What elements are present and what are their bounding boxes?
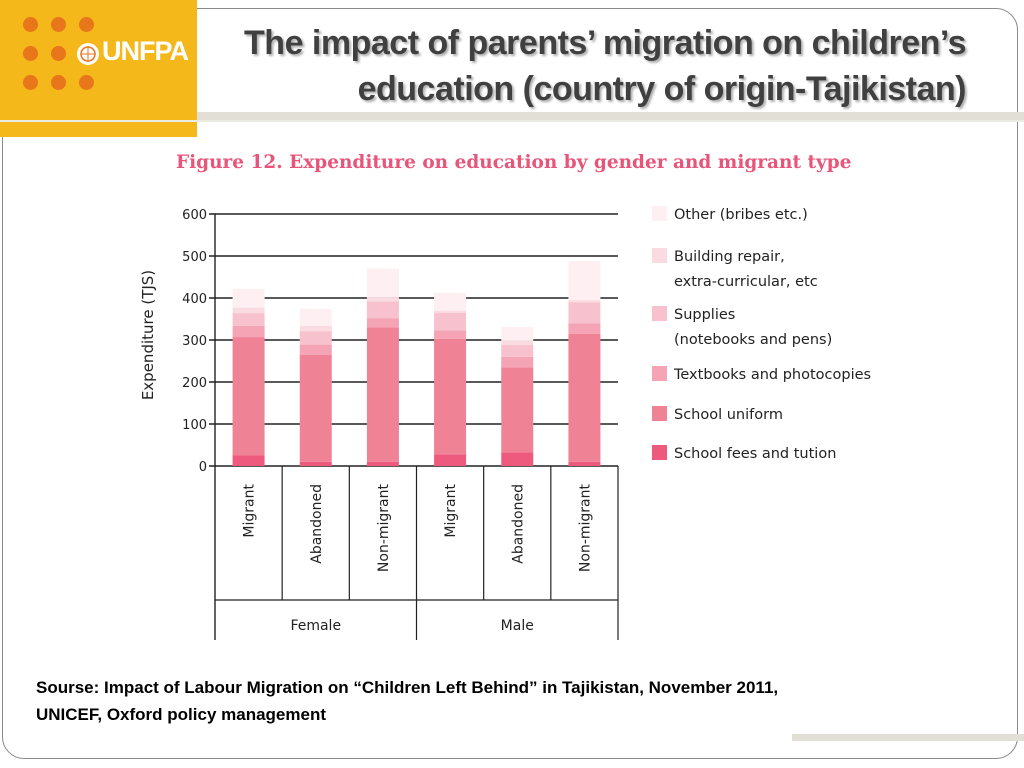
source-line-2: UNICEF, Oxford policy management [36,705,326,724]
logo-dot [23,75,38,90]
bar-segment [366,297,399,302]
logo-text: UNFPA [102,36,189,66]
bar-segment [501,345,534,357]
x-category-label: Non-migrant [577,483,593,572]
logo-dot [79,17,94,32]
bars [232,261,601,466]
bar-segment [366,268,399,298]
bar-segment [299,354,332,462]
bar-segment [232,325,265,338]
legend-label: School fees and tution [674,446,836,462]
bar-segment [501,326,534,341]
unfpa-logo: UNFPA [0,0,197,137]
bar-segment [299,344,332,355]
title-line-2: education (country of origin-Tajikistan) [357,70,967,108]
legend-label: Other (bribes etc.) [674,207,808,223]
bar-segment [299,461,332,466]
source-note: Sourse: Impact of Labour Migration on “C… [36,674,936,728]
bar-segment [299,331,332,345]
legend-label: Building repair, [674,249,785,265]
logo-dot [51,17,66,32]
bar-segment [366,318,399,328]
bar-segment [434,338,467,455]
y-axis: 600 500 400 300 200 100 0 [182,208,216,640]
bar-segment [299,308,332,326]
bar-segment [366,301,399,319]
footer-rule [792,734,1024,741]
group-label: Male [501,618,534,634]
bar-segment [434,310,467,313]
bar-segment [366,327,399,462]
bar-segment [232,288,265,308]
bar-segment [501,367,534,453]
bar-segment [568,302,601,324]
legend-label: Textbooks and photocopies [673,367,871,383]
logo-dot [51,75,66,90]
bar-segment [568,261,601,301]
header-rule-thin [0,120,1024,122]
legend-swatch [652,406,667,421]
y-tick-label: 300 [182,334,207,349]
legend-label: (notebooks and pens) [674,332,832,348]
logo-dot [23,17,38,32]
gridlines [209,213,618,467]
y-tick-label: 100 [182,418,207,433]
bar-segment [501,340,534,346]
bar-segment [568,461,601,466]
bar-segment [501,452,534,466]
x-category-label: Non-migrant [376,483,392,572]
figure-title: Figure 12. Expenditure on education by g… [176,152,852,173]
legend-label: Supplies [674,307,735,323]
header-rule [197,112,1024,120]
y-tick-label: 200 [182,376,207,391]
logo-dot [23,46,38,61]
legend-swatch [652,206,667,221]
bar-segment [568,323,601,334]
x-category-label: Migrant [443,483,459,537]
y-axis-label: Expenditure (TJS) [139,270,157,400]
x-category-label: Abandoned [309,484,325,564]
bar-segment [232,307,265,314]
bar-segment [501,356,534,368]
y-tick-label: 600 [182,208,207,223]
bar-segment [434,454,467,466]
y-tick-label: 0 [199,460,207,475]
slide-title: The impact of parents’ migration on chil… [226,20,966,112]
x-category-label: Migrant [242,483,258,537]
bar-segment [434,330,467,339]
bar-segment [568,333,601,462]
legend-swatch [652,366,667,381]
un-emblem-icon [77,43,99,65]
x-category-label: Abandoned [510,484,526,564]
y-tick-label: 500 [182,250,207,265]
x-axis: Migrant Abandoned Non-migrant Migrant Abando… [215,466,619,640]
bar-segment [434,292,467,311]
bar-segment [568,300,601,303]
group-label: Female [290,618,341,634]
title-line-1: The impact of parents’ migration on chil… [244,24,966,62]
y-tick-label: 400 [182,292,207,307]
bar-segment [232,313,265,326]
source-line-1: Sourse: Impact of Labour Migration on “C… [36,678,779,697]
legend-swatch [652,445,667,460]
bar-segment [232,455,265,466]
legend-swatch [652,248,667,263]
logo-dot [79,75,94,90]
bar-segment [299,325,332,332]
legend-label: School uniform [674,407,783,423]
legend: Other (bribes etc.) Building repair, extra… [652,206,871,462]
logo-dot [51,46,66,61]
legend-swatch [652,306,667,321]
legend-label: extra-curricular, etc [674,274,818,290]
bar-segment [434,312,467,331]
bar-segment [232,337,265,456]
bar-segment [366,461,399,466]
